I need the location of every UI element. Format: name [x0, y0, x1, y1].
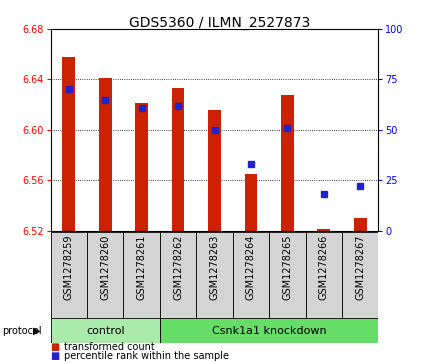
Text: GSM1278259: GSM1278259 [64, 235, 74, 300]
Text: GDS5360 / ILMN_2527873: GDS5360 / ILMN_2527873 [129, 16, 311, 30]
Text: transformed count: transformed count [64, 342, 154, 352]
FancyBboxPatch shape [233, 232, 269, 318]
Text: GSM1278263: GSM1278263 [209, 235, 220, 300]
Bar [62, 57, 75, 231]
FancyBboxPatch shape [51, 318, 160, 343]
Text: ■: ■ [51, 342, 60, 352]
Text: GSM1278261: GSM1278261 [137, 235, 147, 300]
Bar [135, 103, 148, 231]
Bar [208, 110, 221, 231]
FancyBboxPatch shape [51, 232, 87, 318]
Text: GSM1278264: GSM1278264 [246, 235, 256, 300]
Text: GSM1278265: GSM1278265 [282, 235, 292, 300]
FancyBboxPatch shape [87, 232, 124, 318]
Bar [172, 88, 184, 231]
Bar [245, 174, 257, 231]
Text: percentile rank within the sample: percentile rank within the sample [64, 351, 229, 361]
Text: ▶: ▶ [33, 326, 40, 336]
Text: control: control [86, 326, 125, 336]
Bar [354, 218, 367, 231]
FancyBboxPatch shape [196, 232, 233, 318]
Text: GSM1278267: GSM1278267 [355, 235, 365, 300]
FancyBboxPatch shape [342, 232, 378, 318]
FancyBboxPatch shape [269, 232, 305, 318]
Bar [317, 229, 330, 231]
Text: Csnk1a1 knockdown: Csnk1a1 knockdown [212, 326, 326, 336]
FancyBboxPatch shape [160, 232, 196, 318]
Text: protocol: protocol [2, 326, 42, 336]
Bar [281, 94, 294, 231]
Text: GSM1278262: GSM1278262 [173, 235, 183, 300]
FancyBboxPatch shape [160, 318, 378, 343]
Text: GSM1278260: GSM1278260 [100, 235, 110, 300]
Bar [99, 78, 112, 231]
FancyBboxPatch shape [305, 232, 342, 318]
Text: ■: ■ [51, 351, 60, 361]
FancyBboxPatch shape [124, 232, 160, 318]
Text: GSM1278266: GSM1278266 [319, 235, 329, 300]
